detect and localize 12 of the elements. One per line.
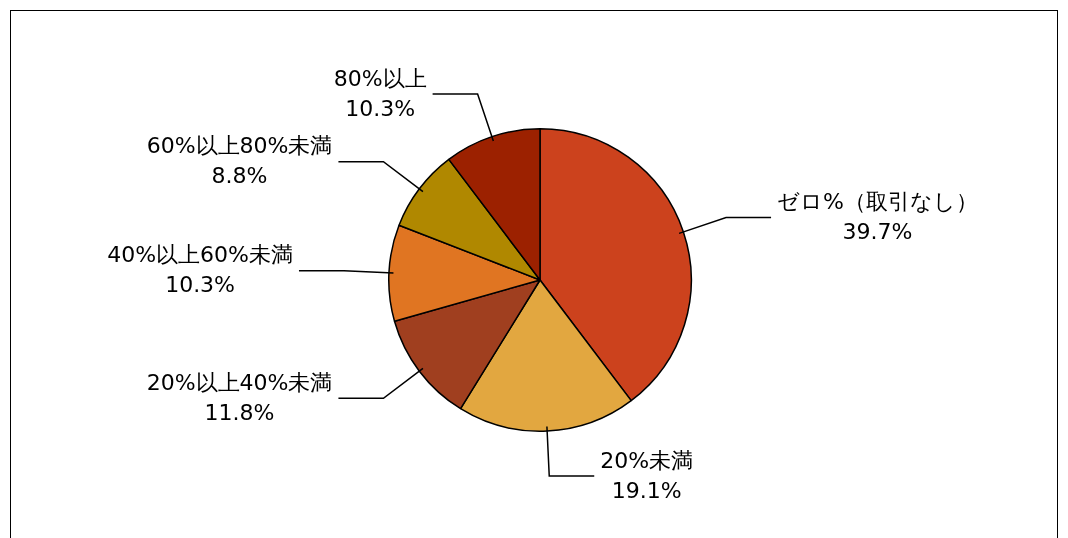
data-label: 8.8% xyxy=(211,163,268,189)
data-label: 10.3% xyxy=(165,272,236,298)
data-label: 11.8% xyxy=(204,400,275,426)
slice-label: 60%以上80%未満 xyxy=(146,133,333,159)
slice-label: 20%未満 xyxy=(600,447,694,473)
slice-label: 40%以上60%未満 xyxy=(107,242,293,268)
slice-label: 20%以上40%未満 xyxy=(146,370,333,396)
slice-label: ゼロ%（取引なし） xyxy=(777,189,978,215)
data-label: 39.7% xyxy=(842,219,913,245)
data-label: 19.1% xyxy=(611,477,682,503)
slice-label: 80%以上 xyxy=(333,65,427,91)
data-label: 10.3% xyxy=(345,95,416,121)
